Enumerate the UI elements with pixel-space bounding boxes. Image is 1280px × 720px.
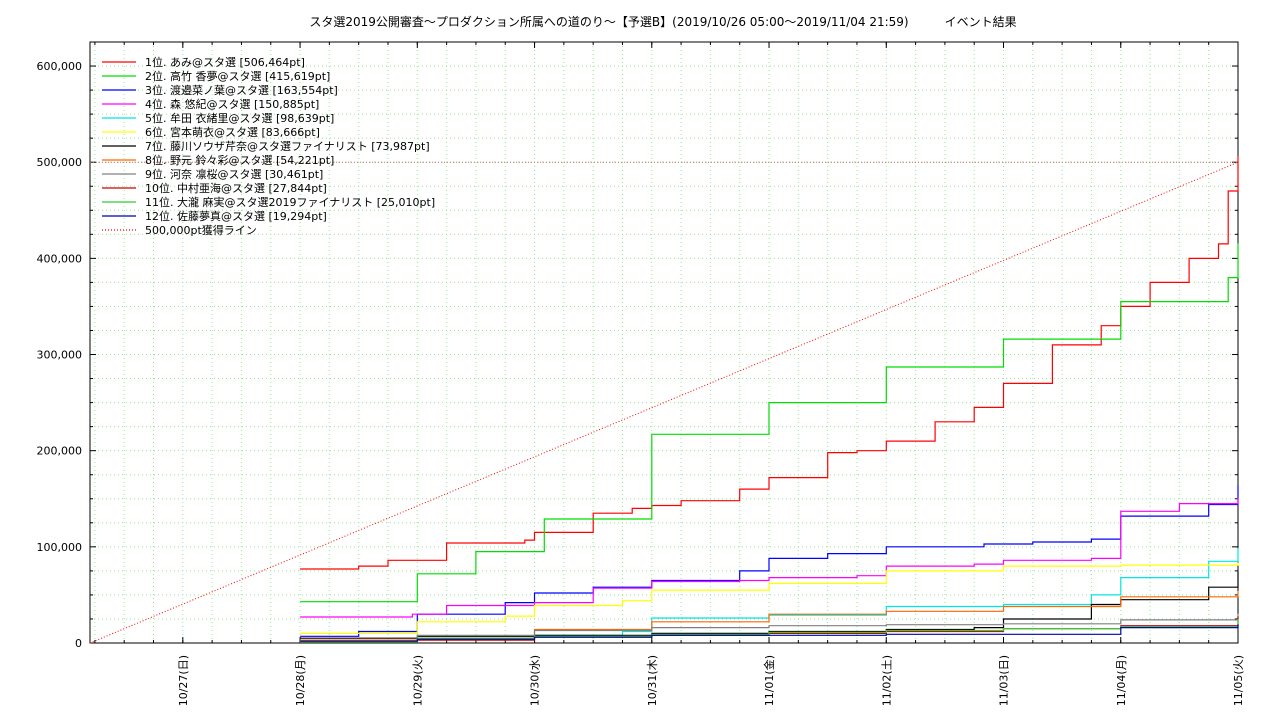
x-tick-label: 10/30(水): [529, 655, 542, 706]
x-tick-label: 11/01(金): [762, 655, 776, 706]
series-line-4: [300, 497, 1239, 618]
legend-label: 1位. あみ@スタ選 [506,464pt]: [145, 55, 305, 69]
series-line-2: [300, 243, 1239, 603]
grid: [90, 42, 1238, 643]
y-tick-label: 200,000: [37, 445, 83, 458]
legend-label: 500,000pt獲得ライン: [145, 224, 257, 237]
legend-label: 8位. 野元 鈴々彩@スタ選 [54,221pt]: [145, 153, 334, 167]
y-tick-label: 600,000: [37, 60, 83, 73]
y-axis: 0 100,000 200,000 300,000 400,000 500,000 600,…: [37, 60, 1238, 650]
x-tick-label: 11/03(日): [998, 655, 1011, 706]
legend-label: 12位. 佐藤夢真@スタ選 [19,294pt]: [145, 209, 327, 223]
plot-frame: [89, 41, 1239, 644]
y-tick-label: 400,000: [37, 252, 83, 265]
x-tick-label: 10/29(火): [411, 655, 424, 706]
x-tick-label: 10/27(日): [177, 655, 190, 706]
reference-line: [89, 161, 1239, 644]
x-axis: 10/27(日) 10/28(月) 10/29(火) 10/30(水) 10/31(木)…: [94, 42, 1245, 706]
x-tick-label: 10/28(月): [294, 655, 307, 706]
series-line-6: [300, 562, 1239, 634]
series-line-9: [300, 613, 1239, 642]
series-line-12: [300, 624, 1239, 642]
series-line-1: [300, 156, 1239, 570]
x-tick-label: 10/31(木): [646, 655, 659, 706]
x-tick-label: 11/02(土): [880, 655, 893, 706]
legend-label: 3位. 渡邉菜ノ葉@スタ選 [163,554pt]: [145, 83, 338, 97]
series-line-3: [300, 485, 1239, 637]
y-tick-label: 300,000: [37, 349, 83, 362]
legend-label: 10位. 中村亜海@スタ選 [27,844pt]: [145, 181, 327, 195]
legend-label: 4位. 森 悠紀@スタ選 [150,885pt]: [145, 97, 319, 111]
legend-label: 7位. 藤川ソウザ芹奈@スタ選ファイナリスト [73,987pt]: [145, 139, 430, 153]
legend-label: 5位. 牟田 衣緒里@スタ選 [98,639pt]: [145, 111, 334, 125]
legend-label: 6位. 宮本萌衣@スタ選 [83,666pt]: [145, 125, 320, 139]
y-tick-label: 100,000: [37, 541, 83, 554]
legend-label: 2位. 高竹 香夢@スタ選 [415,619pt]: [145, 69, 330, 83]
x-tick-label: 11/04(月): [1115, 655, 1128, 706]
legend: 1位. あみ@スタ選 [506,464pt]2位. 高竹 香夢@スタ選 [415…: [102, 55, 435, 237]
legend-label: 11位. 大瀧 麻実@スタ選2019ファイナリスト [25,010pt]: [145, 195, 435, 209]
series-group: [300, 156, 1239, 643]
y-tick-label: 500,000: [37, 156, 83, 169]
x-tick-label: 11/05(火): [1232, 655, 1245, 706]
legend-label: 9位. 河奈 凛桜@スタ選 [30,461pt]: [145, 167, 323, 181]
chart-title: スタ選2019公開審査～プロダクション所属への道のり～【予選B】(2019/10…: [309, 14, 1016, 29]
reference-line-diagonal: [89, 161, 1239, 644]
y-tick-label: 0: [75, 637, 82, 650]
